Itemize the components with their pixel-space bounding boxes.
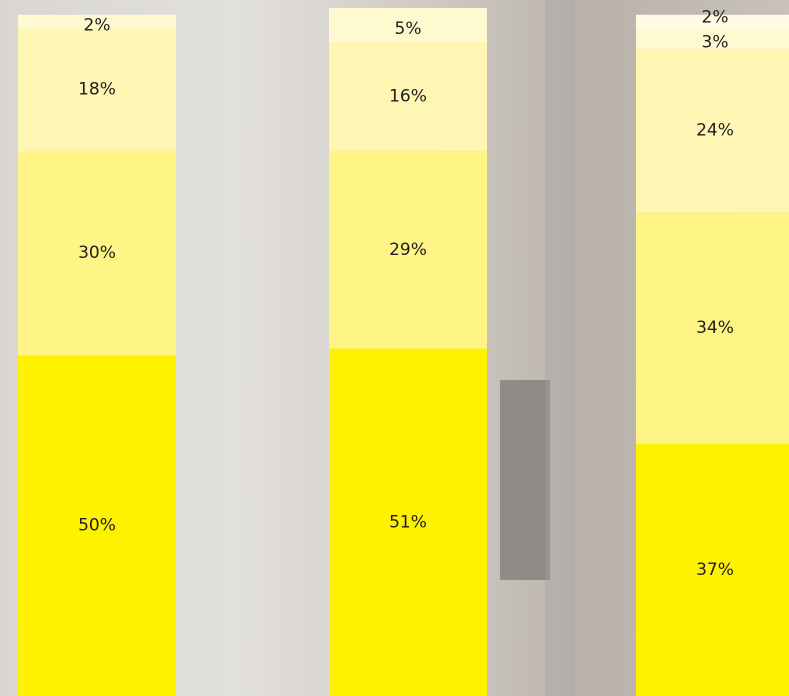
data-label: 3% (702, 33, 729, 53)
bar-segment (18, 151, 176, 356)
bar-segment (636, 48, 789, 213)
bar-segment (329, 42, 487, 152)
data-label: 18% (78, 80, 116, 100)
bar-segment (18, 28, 176, 152)
data-label: 30% (78, 243, 116, 263)
bar-segment (329, 151, 487, 349)
data-label: 2% (702, 8, 729, 28)
data-label: 24% (696, 121, 734, 141)
data-label: 34% (696, 318, 734, 338)
data-label: 50% (78, 516, 116, 536)
data-label: 51% (389, 512, 427, 532)
bar-segment (636, 443, 789, 696)
bar-segment (18, 14, 176, 29)
data-label: 16% (389, 87, 427, 107)
bar-segment (329, 8, 487, 43)
data-label: 37% (696, 560, 734, 580)
data-label: 2% (84, 16, 111, 36)
bar-segment (636, 14, 789, 29)
bar-segment (329, 348, 487, 696)
bar-segment (18, 355, 176, 696)
bar-segment (636, 28, 789, 49)
bar-segment (636, 212, 789, 444)
data-label: 29% (389, 240, 427, 260)
data-label: 5% (395, 19, 422, 39)
background-detail (500, 380, 550, 580)
background-detail (545, 0, 575, 696)
